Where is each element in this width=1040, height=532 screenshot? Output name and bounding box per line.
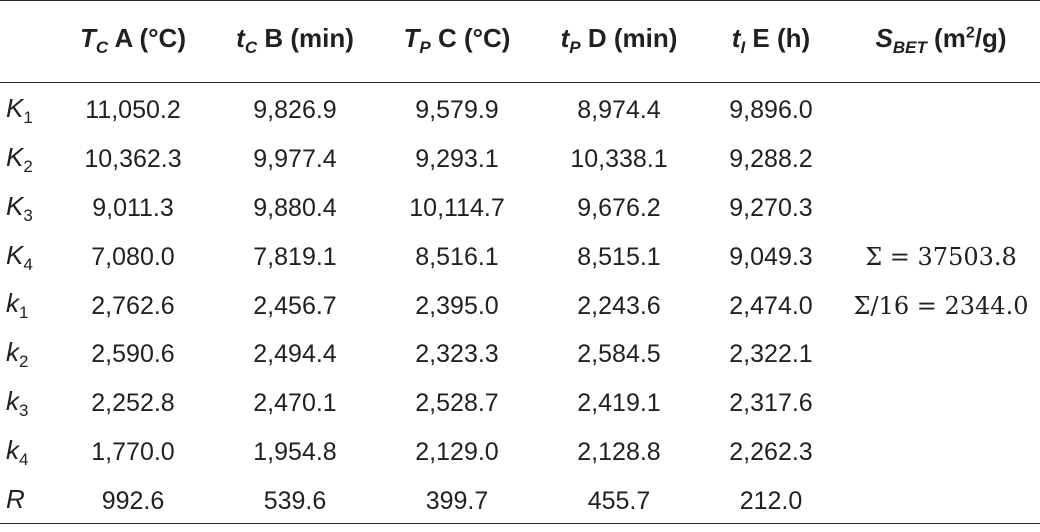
cell-c: 2,323.3 (415, 340, 499, 369)
row-label: K1 (6, 92, 33, 128)
cell-d: 2,243.6 (577, 291, 661, 320)
header-col-sbet: SBET (m2/g) (875, 23, 1007, 58)
cell-b: 2,494.4 (253, 340, 337, 369)
header-rule (0, 82, 1040, 83)
cell-sbet (842, 379, 1040, 428)
cell-a: 992.6 (101, 487, 165, 516)
cell-e: 9,049.3 (729, 242, 813, 271)
cell-c: 2,129.0 (415, 438, 499, 467)
cell-b: 539.6 (263, 487, 327, 516)
cell-e: 2,474.0 (729, 291, 813, 320)
cell-a: 9,011.3 (92, 193, 174, 222)
cell-e: 9,270.3 (729, 193, 813, 222)
cell-c: 2,395.0 (415, 291, 499, 320)
cell-c: 9,579.9 (415, 95, 499, 124)
cell-sbet (842, 330, 1040, 379)
cell-d: 8,974.4 (577, 95, 661, 124)
header-col-b: tC B (min) (236, 23, 354, 58)
cell-sbet (842, 477, 1040, 526)
cell-e: 2,322.1 (729, 340, 813, 369)
cell-d: 2,128.8 (577, 438, 661, 467)
cell-d: 2,419.1 (577, 389, 661, 418)
cell-c: 2,528.7 (415, 389, 499, 418)
top-rule (0, 0, 1040, 1)
cell-a: 1,770.0 (91, 438, 175, 467)
cell-c: 9,293.1 (415, 144, 499, 173)
table-row: k1 2,762.6 2,456.7 2,395.0 2,243.6 2,474… (0, 282, 1040, 331)
cell-sbet (842, 428, 1040, 477)
header-col-a: TC A (°C) (80, 23, 186, 58)
cell-b: 2,470.1 (253, 389, 337, 418)
row-label: k1 (6, 288, 29, 323)
row-label: k3 (6, 386, 29, 421)
cell-d: 9,676.2 (577, 193, 661, 222)
cell-a: 7,080.0 (91, 242, 175, 271)
cell-a: 11,050.2 (85, 95, 181, 124)
cell-e: 2,262.3 (729, 438, 813, 467)
table-row: k2 2,590.6 2,494.4 2,323.3 2,584.5 2,322… (0, 330, 1040, 379)
table-row: k4 1,770.0 1,954.8 2,129.0 2,128.8 2,262… (0, 428, 1040, 477)
cell-b: 2,456.7 (253, 291, 337, 320)
cell-a: 2,762.6 (91, 291, 175, 320)
cell-b: 7,819.1 (253, 242, 337, 271)
table-row: K1 11,050.2 9,826.9 9,579.9 8,974.4 9,89… (0, 82, 1040, 135)
cell-e: 2,317.6 (729, 389, 813, 418)
cell-e: 9,896.0 (729, 95, 813, 124)
cell-a: 10,362.3 (84, 144, 182, 173)
cell-d: 2,584.5 (577, 340, 661, 369)
cell-b: 9,880.4 (253, 193, 337, 222)
cell-b: 1,954.8 (253, 438, 337, 467)
cell-b: 9,977.4 (253, 144, 337, 173)
row-label: k2 (6, 337, 29, 372)
cell-d: 8,515.1 (577, 242, 661, 271)
cell-c: 10,114.7 (409, 193, 505, 222)
row-label: K2 (6, 141, 33, 176)
bottom-rule (0, 523, 1040, 524)
cell-d: 10,338.1 (570, 144, 668, 173)
cell-sbet (842, 184, 1040, 233)
header-col-d: tP D (min) (560, 23, 678, 58)
cell-e: 212.0 (739, 487, 803, 516)
table-row: R 992.6 539.6 399.7 455.7 212.0 (0, 477, 1040, 526)
cell-sbet-sum: Σ = 37503.8 (865, 243, 1017, 272)
cell-c: 399.7 (425, 487, 489, 516)
cell-sbet-mean: Σ/16 = 2344.0 (853, 292, 1029, 320)
cell-sbet (842, 135, 1040, 184)
cell-e: 9,288.2 (729, 144, 813, 173)
cell-sbet (842, 82, 1040, 135)
row-label: K3 (6, 190, 33, 225)
cell-d: 455.7 (587, 487, 651, 516)
header-corner (0, 0, 52, 82)
table-row: K4 7,080.0 7,819.1 8,516.1 8,515.1 9,049… (0, 233, 1040, 282)
row-label: k4 (6, 435, 29, 470)
row-label: R (6, 483, 25, 514)
table-row: K2 10,362.3 9,977.4 9,293.1 10,338.1 9,2… (0, 135, 1040, 184)
cell-c: 8,516.1 (415, 242, 499, 271)
table-row: k3 2,252.8 2,470.1 2,528.7 2,419.1 2,317… (0, 379, 1040, 428)
header-col-e: tI E (h) (731, 23, 811, 58)
header-row: TC A (°C) tC B (min) TP C (°C) tP D (min… (0, 0, 1040, 82)
row-label: K4 (6, 239, 33, 274)
cell-a: 2,252.8 (91, 389, 175, 418)
header-col-c: TP C (°C) (403, 23, 511, 58)
cell-a: 2,590.6 (91, 340, 175, 369)
cell-b: 9,826.9 (253, 95, 337, 124)
table-row: K3 9,011.3 9,880.4 10,114.7 9,676.2 9,27… (0, 184, 1040, 233)
